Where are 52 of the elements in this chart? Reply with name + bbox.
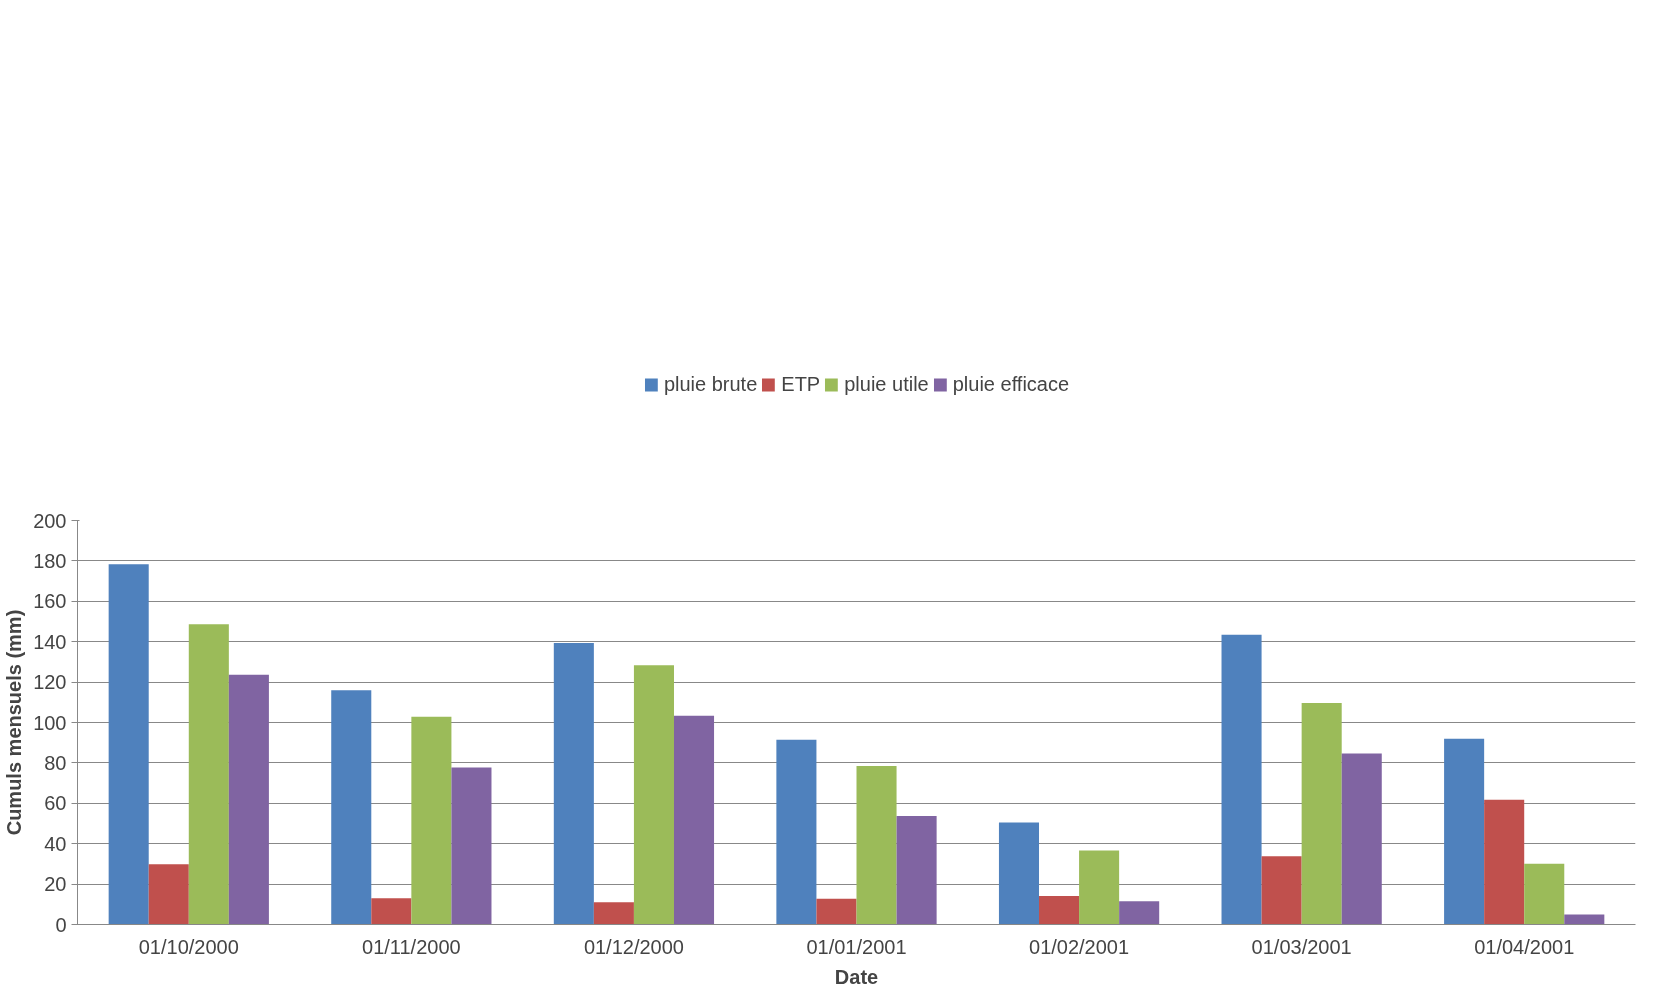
bar	[816, 898, 857, 925]
bar	[331, 690, 372, 925]
y-tick-label: 0	[55, 913, 67, 936]
bar	[593, 902, 634, 925]
y-tick-label: 40	[44, 832, 67, 855]
y-tick-label: 120	[33, 671, 67, 694]
bar	[1444, 738, 1485, 925]
legend-label: pluie efficace	[952, 372, 1070, 396]
y-tick-label: 60	[44, 792, 67, 815]
y-axis-title: Cumuls mensuels (mm)	[3, 609, 26, 836]
bar	[633, 665, 674, 925]
y-tick-label: 100	[33, 711, 67, 734]
bar	[896, 816, 937, 925]
y-tick-label: 20	[44, 873, 67, 896]
bar	[451, 767, 492, 925]
bar	[776, 739, 817, 925]
x-tick-label: 01/10/2000	[138, 935, 239, 958]
bar	[1564, 914, 1605, 925]
x-tick-label: 01/12/2000	[583, 935, 684, 958]
y-tick-label: 80	[44, 751, 67, 774]
x-tick-label: 01/03/2001	[1251, 935, 1352, 958]
bar	[1301, 702, 1342, 925]
x-tick-label: 01/11/2000	[362, 935, 461, 958]
bar	[1524, 863, 1565, 925]
bar	[1221, 634, 1262, 925]
y-tick-label: 140	[33, 630, 67, 653]
bar	[1341, 753, 1382, 925]
bar	[188, 624, 229, 925]
bar	[673, 715, 715, 925]
y-tick-label: 200	[33, 509, 67, 532]
x-tick-label: 01/01/2001	[806, 935, 907, 958]
legend-label: pluie utile	[844, 372, 929, 396]
bar	[108, 564, 149, 925]
legend-label: pluie brute	[663, 372, 758, 396]
x-tick-label: 01/04/2001	[1474, 935, 1575, 958]
bar	[371, 898, 412, 925]
bar	[148, 864, 189, 925]
y-tick-label: 180	[33, 549, 67, 572]
bar	[1119, 901, 1160, 925]
bar	[1039, 896, 1080, 925]
legend-label: ETP	[781, 372, 821, 396]
bar	[1484, 799, 1525, 925]
bar	[228, 674, 269, 925]
bar	[856, 765, 897, 925]
x-tick-label: 01/02/2001	[1029, 935, 1130, 958]
y-tick-label: 160	[33, 590, 67, 613]
bar	[411, 716, 452, 925]
bar	[1261, 856, 1302, 925]
bar	[553, 643, 594, 925]
x-axis-title: Date	[834, 965, 879, 988]
bar	[1079, 850, 1120, 925]
bar	[998, 822, 1040, 925]
